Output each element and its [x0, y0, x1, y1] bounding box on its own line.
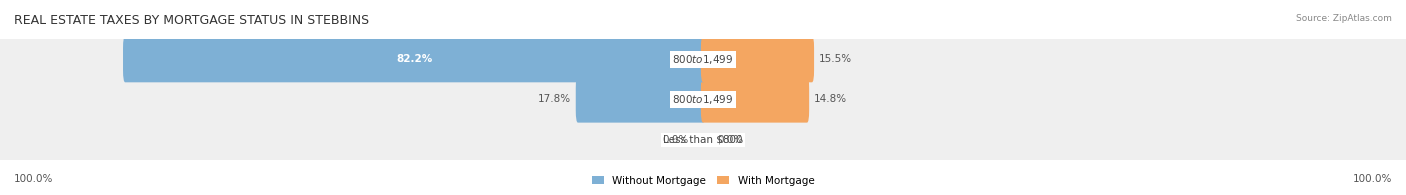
FancyBboxPatch shape [124, 36, 704, 82]
Text: 0.0%: 0.0% [662, 135, 689, 145]
Text: $800 to $1,499: $800 to $1,499 [672, 53, 734, 66]
FancyBboxPatch shape [576, 76, 706, 123]
Text: 100.0%: 100.0% [14, 174, 53, 184]
FancyBboxPatch shape [700, 36, 814, 82]
FancyBboxPatch shape [700, 76, 810, 123]
Text: Source: ZipAtlas.com: Source: ZipAtlas.com [1296, 14, 1392, 23]
Text: 15.5%: 15.5% [818, 54, 852, 64]
FancyBboxPatch shape [0, 18, 1406, 100]
Text: REAL ESTATE TAXES BY MORTGAGE STATUS IN STEBBINS: REAL ESTATE TAXES BY MORTGAGE STATUS IN … [14, 14, 370, 27]
Text: 0.0%: 0.0% [717, 135, 744, 145]
Text: 100.0%: 100.0% [1353, 174, 1392, 184]
Text: 14.8%: 14.8% [814, 94, 848, 105]
Text: 17.8%: 17.8% [537, 94, 571, 105]
Legend: Without Mortgage, With Mortgage: Without Mortgage, With Mortgage [588, 171, 818, 190]
Text: 82.2%: 82.2% [396, 54, 432, 64]
Text: Less than $800: Less than $800 [664, 135, 742, 145]
FancyBboxPatch shape [0, 58, 1406, 141]
FancyBboxPatch shape [0, 98, 1406, 181]
Text: $800 to $1,499: $800 to $1,499 [672, 93, 734, 106]
